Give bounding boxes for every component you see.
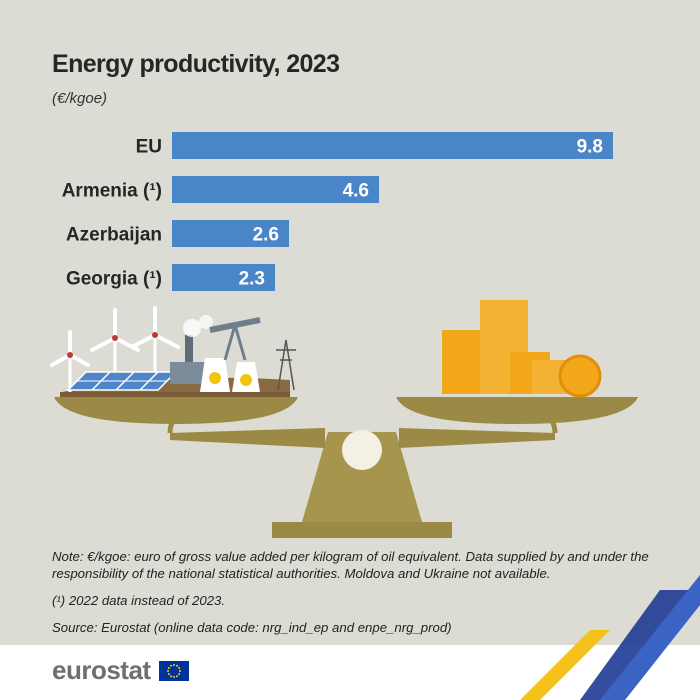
bar — [172, 176, 379, 203]
category-label: Azerbaijan — [66, 225, 162, 246]
decorative-corner-stripes — [520, 575, 700, 700]
bar — [172, 132, 613, 159]
scale-pillar — [302, 432, 422, 522]
eu-flag-icon — [158, 660, 189, 681]
bar — [172, 264, 275, 291]
factory-icon — [170, 315, 213, 384]
category-label: EU — [136, 137, 162, 158]
source-text: Source: Eurostat (online data code: nrg_… — [52, 620, 452, 635]
value-label: 4.6 — [343, 181, 369, 202]
left-pan-soil — [60, 392, 290, 397]
left-pan — [54, 397, 298, 424]
footnote-text: (¹) 2022 data instead of 2023. — [52, 593, 226, 608]
scale-beam-left — [170, 428, 325, 448]
right-pan — [396, 397, 638, 424]
balance-scale-illustration — [50, 300, 638, 538]
value-label: 2.3 — [239, 269, 265, 290]
scale-beam-right — [399, 428, 555, 448]
value-label: 9.8 — [577, 137, 603, 158]
oil-pump-icon — [209, 317, 261, 361]
bar — [172, 220, 289, 247]
eurostat-logo: eurostat — [52, 655, 189, 686]
coin-stacks-icon — [442, 300, 602, 398]
nuclear-plant-icon — [200, 358, 260, 392]
logo-wordmark: eurostat — [52, 655, 151, 685]
wind-turbine-icon — [50, 330, 90, 392]
bar-chart: EU 9.8 Armenia (¹) 4.6 Azerbaijan 2.6 Georgia … — [62, 132, 613, 291]
scale-base — [272, 522, 452, 538]
notes-section: Note: €/kgoe: euro of gross value added … — [52, 548, 662, 646]
unit-label: (€/kgoe) — [52, 90, 108, 107]
value-label: 2.6 — [253, 225, 279, 246]
note-text: Note: €/kgoe: euro of gross value added … — [52, 549, 649, 581]
scale-pivot — [342, 430, 382, 470]
category-label: Armenia (¹) — [62, 181, 162, 202]
page-title: Energy productivity, 2023 — [52, 50, 340, 78]
power-pylon-icon — [276, 339, 296, 391]
solar-panel-icon — [66, 371, 178, 391]
category-label: Georgia (¹) — [66, 269, 162, 290]
